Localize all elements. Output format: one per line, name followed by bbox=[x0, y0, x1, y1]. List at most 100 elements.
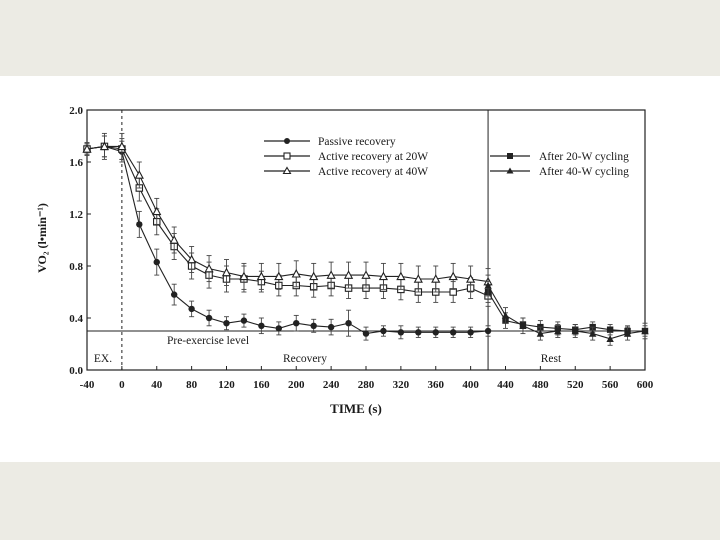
phase-label-rest: Rest bbox=[541, 353, 562, 365]
data-point bbox=[82, 144, 92, 153]
x-tick-label: 560 bbox=[602, 379, 619, 391]
data-point bbox=[449, 329, 457, 336]
legend-item-active-40w: Active recovery at 40W bbox=[264, 166, 428, 178]
data-point bbox=[484, 281, 492, 289]
legend-item-after-20w: After 20-W cycling bbox=[490, 151, 629, 163]
data-point bbox=[623, 329, 632, 337]
x-tick-label: 200 bbox=[288, 379, 305, 391]
data-point bbox=[484, 327, 492, 335]
data-point bbox=[448, 271, 458, 281]
data-point bbox=[413, 274, 423, 283]
y-tick-label: 0.8 bbox=[69, 261, 83, 273]
data-point bbox=[169, 235, 179, 244]
x-tick-label: 440 bbox=[497, 379, 514, 391]
data-point bbox=[466, 274, 476, 283]
data-point bbox=[170, 291, 178, 298]
data-point bbox=[431, 274, 441, 283]
x-tick-label: 40 bbox=[151, 379, 163, 391]
legend-label-after-40w: After 40-W cycling bbox=[539, 166, 629, 178]
data-point bbox=[326, 270, 336, 279]
data-point bbox=[345, 320, 352, 327]
data-point bbox=[291, 268, 301, 278]
data-point bbox=[361, 270, 371, 279]
x-tick-label: 240 bbox=[323, 379, 340, 391]
x-tick-label: 160 bbox=[253, 379, 270, 391]
phase-label-recovery: Recovery bbox=[283, 353, 327, 365]
x-tick-label: 0 bbox=[119, 379, 125, 391]
data-point bbox=[501, 311, 510, 319]
data-point bbox=[467, 329, 474, 336]
data-point bbox=[187, 254, 197, 264]
series-1 bbox=[83, 135, 492, 307]
data-point bbox=[239, 271, 249, 281]
data-point bbox=[293, 320, 300, 327]
marks-layer bbox=[82, 132, 649, 346]
data-point bbox=[554, 327, 562, 335]
legend-label-passive: Passive recovery bbox=[318, 136, 396, 148]
legend-label-after-20w: After 20-W cycling bbox=[539, 151, 629, 163]
legend-item-passive: Passive recovery bbox=[264, 136, 396, 148]
legend-left: Passive recovery Active recovery at 20W … bbox=[264, 136, 428, 178]
data-point bbox=[415, 329, 422, 336]
data-point bbox=[327, 323, 335, 331]
figure-background bbox=[0, 76, 720, 462]
data-point bbox=[380, 327, 387, 335]
data-point bbox=[641, 327, 649, 335]
data-point bbox=[519, 322, 527, 329]
series-0 bbox=[83, 132, 492, 341]
x-tick-label: 480 bbox=[532, 379, 549, 391]
y-tick-label: 0.4 bbox=[69, 313, 83, 325]
data-point bbox=[136, 221, 143, 228]
x-tick-label: 520 bbox=[567, 379, 584, 391]
series-line bbox=[487, 285, 646, 340]
data-point bbox=[152, 206, 162, 216]
legend-item-active-20w: Active recovery at 20W bbox=[264, 151, 428, 163]
data-point bbox=[571, 327, 579, 335]
data-point bbox=[134, 170, 144, 179]
data-point bbox=[99, 141, 110, 151]
data-point bbox=[397, 329, 405, 336]
x-tick-label: -40 bbox=[80, 379, 95, 391]
x-tick-label: 320 bbox=[393, 379, 410, 391]
legend-item-after-40w: After 40-W cycling bbox=[490, 166, 629, 178]
series-line bbox=[86, 145, 489, 283]
data-point bbox=[588, 329, 597, 337]
data-point bbox=[606, 335, 614, 342]
x-tick-label: 600 bbox=[637, 379, 654, 391]
x-tick-label: 400 bbox=[462, 379, 479, 391]
data-point bbox=[274, 271, 284, 281]
data-point bbox=[396, 271, 406, 281]
x-tick-label: 360 bbox=[428, 379, 445, 391]
data-point bbox=[432, 329, 439, 336]
data-point bbox=[221, 267, 232, 277]
legend-right: After 20-W cycling After 40-W cycling bbox=[490, 151, 629, 178]
data-point bbox=[256, 271, 266, 281]
data-point bbox=[536, 329, 545, 337]
data-point bbox=[117, 141, 127, 151]
data-point bbox=[309, 271, 319, 281]
data-point bbox=[153, 258, 160, 266]
y-tick-label: 1.2 bbox=[69, 209, 83, 221]
baseline-label: Pre-exercise level bbox=[167, 335, 249, 347]
x-tick-label: 120 bbox=[218, 379, 235, 391]
data-point bbox=[606, 326, 614, 333]
series-4 bbox=[484, 274, 649, 346]
data-point bbox=[205, 314, 213, 322]
x-tick-label: 80 bbox=[186, 379, 198, 391]
series-line bbox=[487, 291, 645, 332]
axes-layer: -40 0 40 80 120 160 200 240 280 320 360 400 440 480 52… bbox=[69, 105, 654, 391]
data-point bbox=[310, 322, 317, 329]
legend-label-active-20w: Active recovery at 20W bbox=[318, 151, 428, 163]
data-point bbox=[240, 317, 248, 324]
data-point bbox=[275, 325, 283, 332]
data-point bbox=[188, 305, 195, 313]
data-point bbox=[343, 270, 354, 279]
data-point bbox=[204, 263, 214, 273]
series-2 bbox=[82, 132, 493, 296]
y-tick-label: 2.0 bbox=[69, 105, 83, 117]
data-point bbox=[378, 271, 389, 281]
data-point bbox=[362, 330, 370, 337]
y-tick-label: 0.0 bbox=[69, 365, 83, 377]
data-point bbox=[223, 320, 230, 327]
